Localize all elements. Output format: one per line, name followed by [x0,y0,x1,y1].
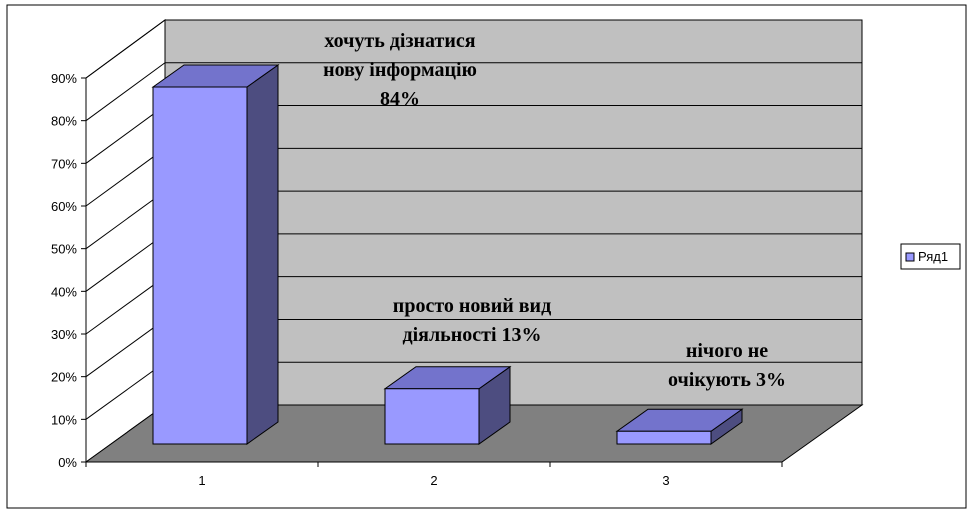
x-tick-label: 2 [430,473,437,488]
y-tick-label: 10% [51,412,77,427]
bar [615,408,744,445]
x-axis: 1 2 3 [85,461,783,488]
legend-swatch [905,252,915,262]
data-annotation-line: нову інформацію [323,59,477,81]
gridline-side [85,319,166,378]
data-annotation-line: нічого не [686,340,768,362]
gridline-side [85,276,166,335]
legend: Ряд1 [900,243,961,270]
data-annotation: просто новий вид діяльності 13% [393,295,551,346]
gridline-side [85,62,166,122]
gridline-side [85,233,166,292]
y-tick-label: 0% [58,455,77,470]
gridline-side [85,190,166,250]
gridline-side [85,105,166,164]
gridline-side [85,19,166,79]
y-tick-label: 20% [51,370,77,385]
data-annotation-line: 84% [380,88,420,110]
y-tick-label: 90% [51,71,77,86]
x-tick-label: 1 [198,473,205,488]
y-tick-label: 50% [51,242,77,257]
bar [151,64,280,445]
bar-front [384,388,480,445]
data-annotation-line: очікують 3% [668,369,786,391]
data-annotation: нічого не очікують 3% [668,340,786,391]
gridlines [85,19,862,420]
y-tick-label: 30% [51,327,77,342]
bar [383,365,512,445]
y-tick-label: 70% [51,156,77,171]
gridline-side [85,147,166,207]
x-tick-label: 3 [662,473,669,488]
data-annotation-line: діяльності 13% [402,324,541,346]
data-annotation-line: хочуть дізнатися [324,30,475,52]
bar-front [616,430,712,445]
y-axis: 0% 10% 20% 30% 40% 50% 60% 70% 80% 90% [51,71,87,470]
data-annotation: хочуть дізнатися нову інформацію 84% [323,30,477,110]
y-tick-label: 80% [51,114,77,129]
bars [151,64,744,445]
bar-side [246,64,279,445]
gridline-side [85,361,166,420]
y-tick-label: 60% [51,199,77,214]
bar-front [152,86,248,445]
data-annotations: хочуть дізнатися нову інформацію 84% просто… [323,30,786,391]
y-tick-label: 40% [51,284,77,299]
data-annotation-line: просто новий вид [393,295,551,317]
legend-label: Ряд1 [918,249,948,264]
